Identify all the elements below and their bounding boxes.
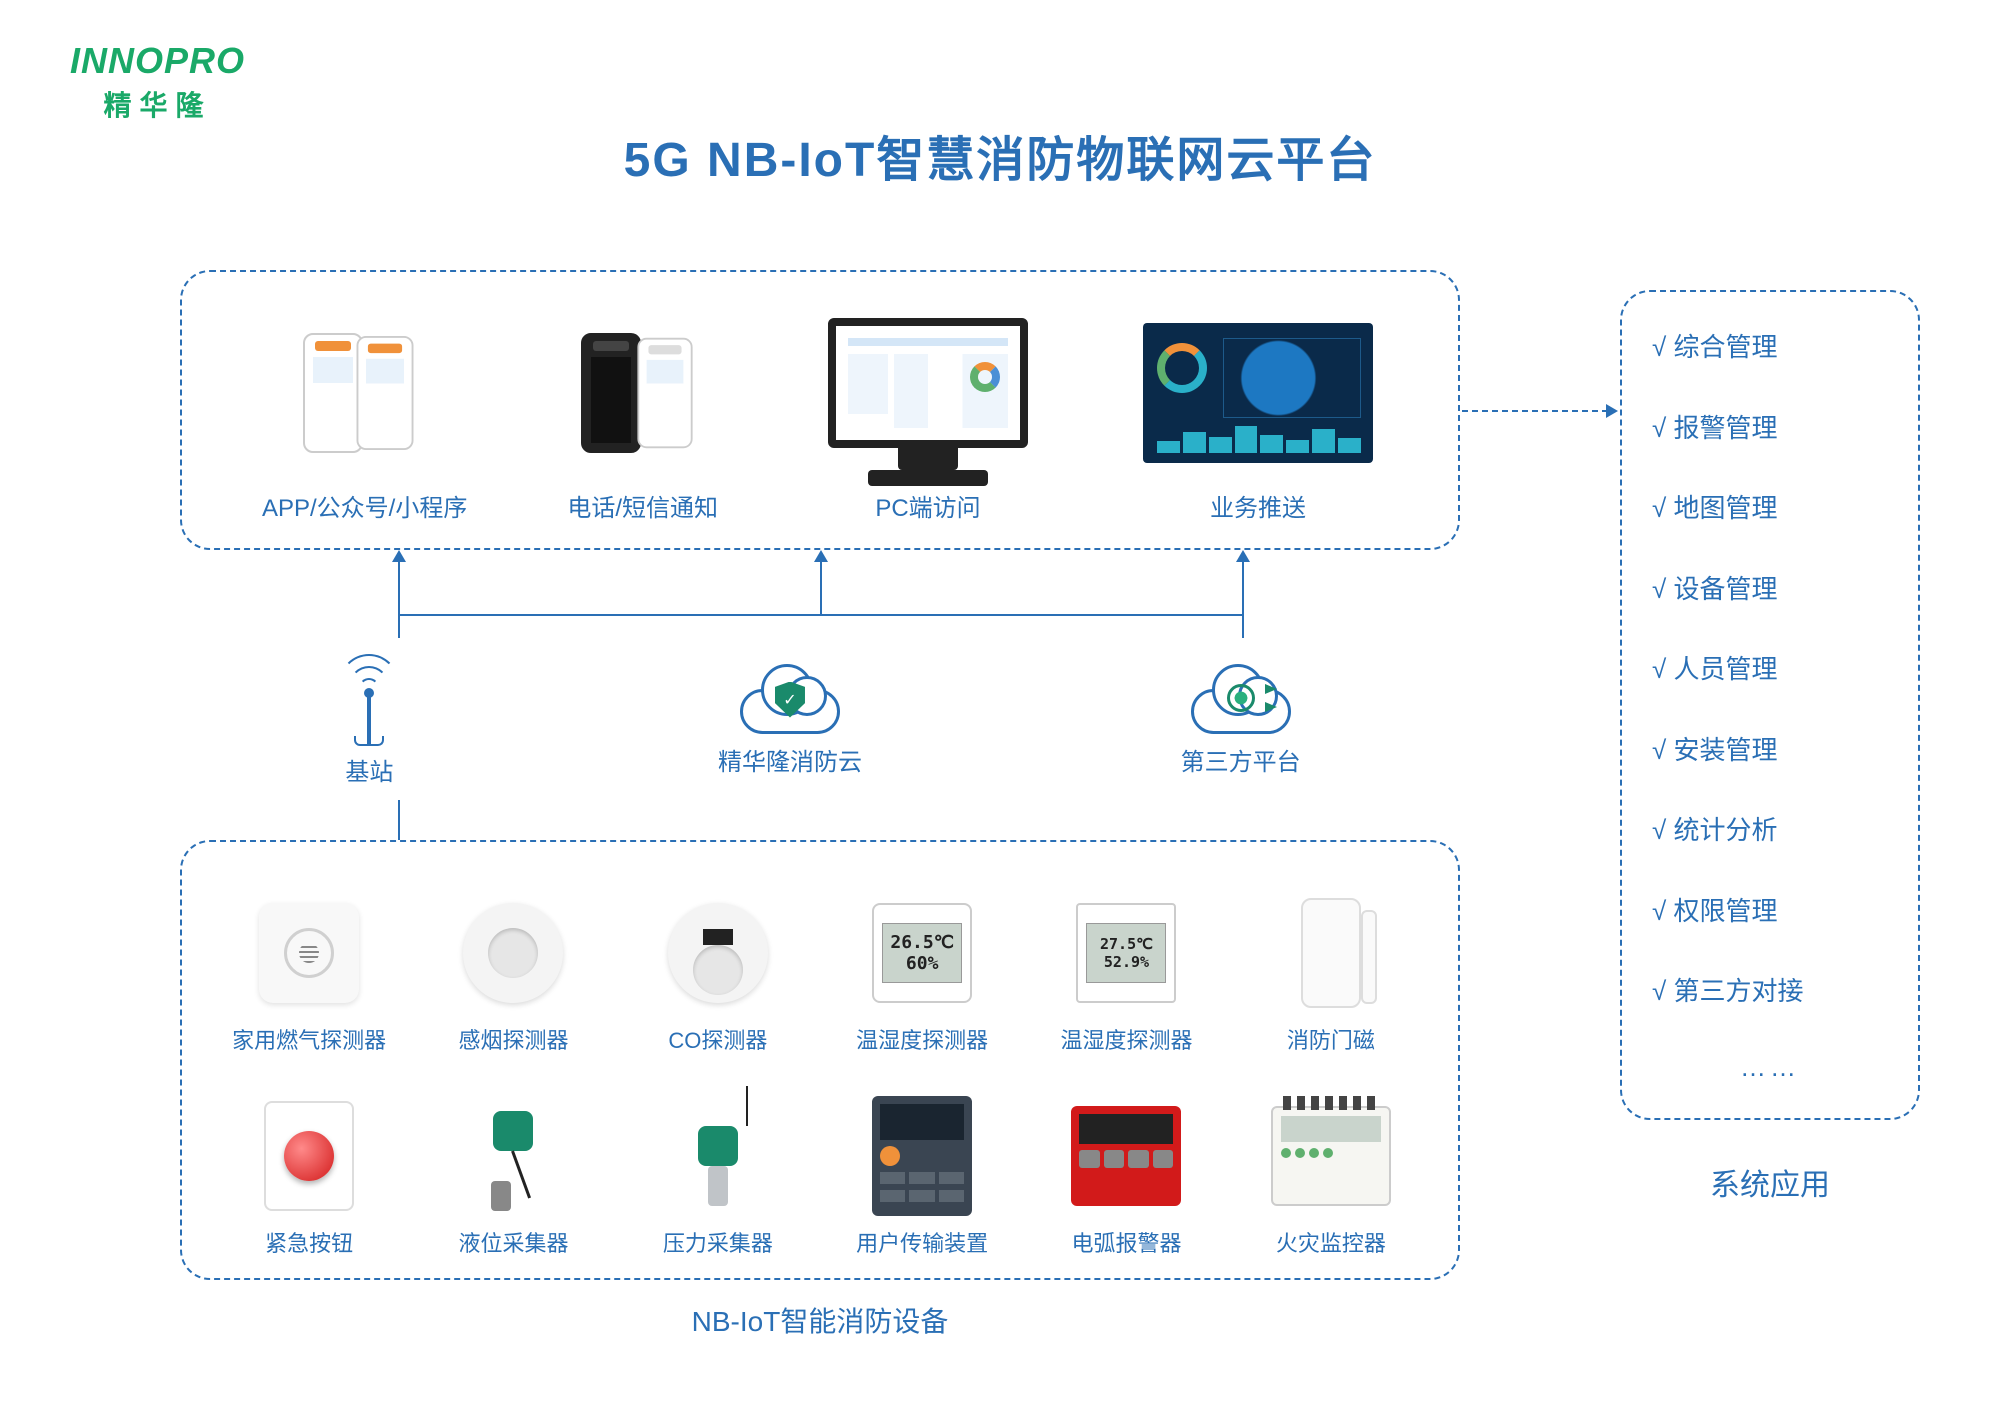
application-item: …… xyxy=(1652,1052,1888,1083)
applications-title: 系统应用 xyxy=(1620,1160,1920,1204)
application-item: √ 统计分析 xyxy=(1652,810,1888,847)
arrowhead-right-icon xyxy=(1606,404,1618,418)
logo-cn: 精华隆 xyxy=(70,84,245,124)
base-station-icon xyxy=(339,654,399,744)
smoke-detector-icon xyxy=(453,893,573,1013)
cloud-globe-icon xyxy=(1191,664,1291,734)
cloud-shield-icon: ✓ xyxy=(740,664,840,734)
mid-item-basestation: 基站 xyxy=(339,654,399,787)
access-item-pc: PC端访问 xyxy=(818,293,1038,523)
mid-label: 基站 xyxy=(345,752,393,787)
connector-dashed-right xyxy=(1462,410,1608,412)
device-label: 温湿度探测器 xyxy=(1060,1023,1192,1055)
mid-item-cloud: ✓ 精华隆消防云 xyxy=(718,664,862,777)
door-sensor-icon xyxy=(1271,893,1391,1013)
device-tier-box: 家用燃气探测器 感烟探测器 CO探测器 26.5℃60% 温湿度探测器 27.5… xyxy=(180,840,1460,1280)
device-label: 压力采集器 xyxy=(663,1226,773,1258)
applications-list: √ 综合管理 √ 报警管理 √ 地图管理 √ 设备管理 √ 人员管理 √ 安装管理 √ 统计… xyxy=(1652,327,1888,1083)
user-transmission-icon xyxy=(862,1096,982,1216)
device-temp-humidity-1: 26.5℃60% 温湿度探测器 xyxy=(825,862,1019,1055)
fire-monitor-icon xyxy=(1271,1096,1391,1216)
device-pressure: 压力采集器 xyxy=(621,1065,815,1258)
panel-temp: 27.5℃ xyxy=(1100,935,1153,953)
device-label: 温湿度探测器 xyxy=(856,1023,988,1055)
applications-box: √ 综合管理 √ 报警管理 √ 地图管理 √ 设备管理 √ 人员管理 √ 安装管理 √ 统计… xyxy=(1620,290,1920,1120)
temp-humidity-panel-icon: 27.5℃52.9% xyxy=(1066,893,1186,1013)
connector-basestation-down xyxy=(398,800,400,840)
access-item-label: PC端访问 xyxy=(875,488,980,523)
access-item-phone-sms: 电话/短信通知 xyxy=(567,313,718,523)
mid-label: 第三方平台 xyxy=(1181,742,1301,777)
mobile-apps-icon xyxy=(300,313,430,473)
application-item: √ 第三方对接 xyxy=(1652,971,1888,1008)
emergency-button-icon xyxy=(249,1096,369,1216)
device-door-sensor: 消防门磁 xyxy=(1234,862,1428,1055)
application-item: √ 人员管理 xyxy=(1652,649,1888,686)
device-arc-alarm: 电弧报警器 xyxy=(1029,1065,1223,1258)
device-user-transmission: 用户传输装置 xyxy=(825,1065,1019,1258)
connector-arrow1 xyxy=(398,562,400,614)
device-label: CO探测器 xyxy=(668,1023,767,1055)
mid-item-thirdparty: 第三方平台 xyxy=(1181,664,1301,777)
connector-arrow3 xyxy=(1242,562,1244,614)
application-item: √ 安装管理 xyxy=(1652,730,1888,767)
mid-label: 精华隆消防云 xyxy=(718,742,862,777)
panel-hum: 52.9% xyxy=(1104,953,1149,971)
gas-detector-icon xyxy=(249,893,369,1013)
device-label: 电弧报警器 xyxy=(1071,1226,1181,1258)
lcd-temp: 26.5℃ xyxy=(890,932,954,953)
connector-bus xyxy=(398,614,1244,616)
device-label: 液位采集器 xyxy=(458,1226,568,1258)
middle-tier: 基站 ✓ 精华隆消防云 第三方平台 xyxy=(180,640,1460,800)
arrowhead-up-icon xyxy=(814,550,828,562)
device-tier-title: NB-IoT智能消防设备 xyxy=(180,1300,1460,1340)
access-tier-box: APP/公众号/小程序 电话/短信通知 PC端访问 xyxy=(180,270,1460,550)
device-temp-humidity-2: 27.5℃52.9% 温湿度探测器 xyxy=(1029,862,1223,1055)
device-label: 紧急按钮 xyxy=(265,1226,353,1258)
connector-thirdparty-up xyxy=(1242,614,1244,638)
phone-sms-icon xyxy=(578,313,708,473)
temp-humidity-lcd-icon: 26.5℃60% xyxy=(862,893,982,1013)
device-liquid-level: 液位采集器 xyxy=(416,1065,610,1258)
connector-arrow2 xyxy=(820,562,822,614)
device-gas-detector: 家用燃气探测器 xyxy=(212,862,406,1055)
device-grid: 家用燃气探测器 感烟探测器 CO探测器 26.5℃60% 温湿度探测器 27.5… xyxy=(182,842,1458,1278)
access-item-dashboard: 业务推送 xyxy=(1138,313,1378,523)
application-item: √ 权限管理 xyxy=(1652,891,1888,928)
connector-basestation-up xyxy=(398,614,400,638)
co-detector-icon xyxy=(658,893,778,1013)
logo: INNOPRO 精华隆 xyxy=(70,40,245,124)
lcd-hum: 60% xyxy=(906,953,939,974)
page-title: 5G NB-IoT智慧消防物联网云平台 xyxy=(624,120,1377,190)
device-label: 感烟探测器 xyxy=(458,1023,568,1055)
application-item: √ 地图管理 xyxy=(1652,488,1888,525)
pc-monitor-icon xyxy=(818,293,1038,473)
liquid-level-probe-icon xyxy=(453,1096,573,1216)
device-label: 消防门磁 xyxy=(1287,1023,1375,1055)
device-label: 火灾监控器 xyxy=(1276,1226,1386,1258)
device-emergency-button: 紧急按钮 xyxy=(212,1065,406,1258)
device-fire-monitor: 火灾监控器 xyxy=(1234,1065,1428,1258)
device-smoke-detector: 感烟探测器 xyxy=(416,862,610,1055)
device-co-detector: CO探测器 xyxy=(621,862,815,1055)
logo-brand: INNOPRO xyxy=(70,40,245,82)
arrowhead-up-icon xyxy=(1236,550,1250,562)
access-item-app: APP/公众号/小程序 xyxy=(262,313,467,523)
access-tier-items: APP/公众号/小程序 电话/短信通知 PC端访问 xyxy=(182,272,1458,548)
access-item-label: APP/公众号/小程序 xyxy=(262,488,467,523)
arrowhead-up-icon xyxy=(392,550,406,562)
application-item: √ 设备管理 xyxy=(1652,569,1888,606)
application-item: √ 报警管理 xyxy=(1652,408,1888,445)
pressure-probe-icon xyxy=(658,1096,778,1216)
access-item-label: 业务推送 xyxy=(1210,488,1306,523)
access-item-label: 电话/短信通知 xyxy=(567,488,718,523)
device-label: 用户传输装置 xyxy=(856,1226,988,1258)
application-item: √ 综合管理 xyxy=(1652,327,1888,364)
device-label: 家用燃气探测器 xyxy=(232,1023,386,1055)
dashboard-screen-icon xyxy=(1138,313,1378,473)
arc-alarm-icon xyxy=(1066,1096,1186,1216)
